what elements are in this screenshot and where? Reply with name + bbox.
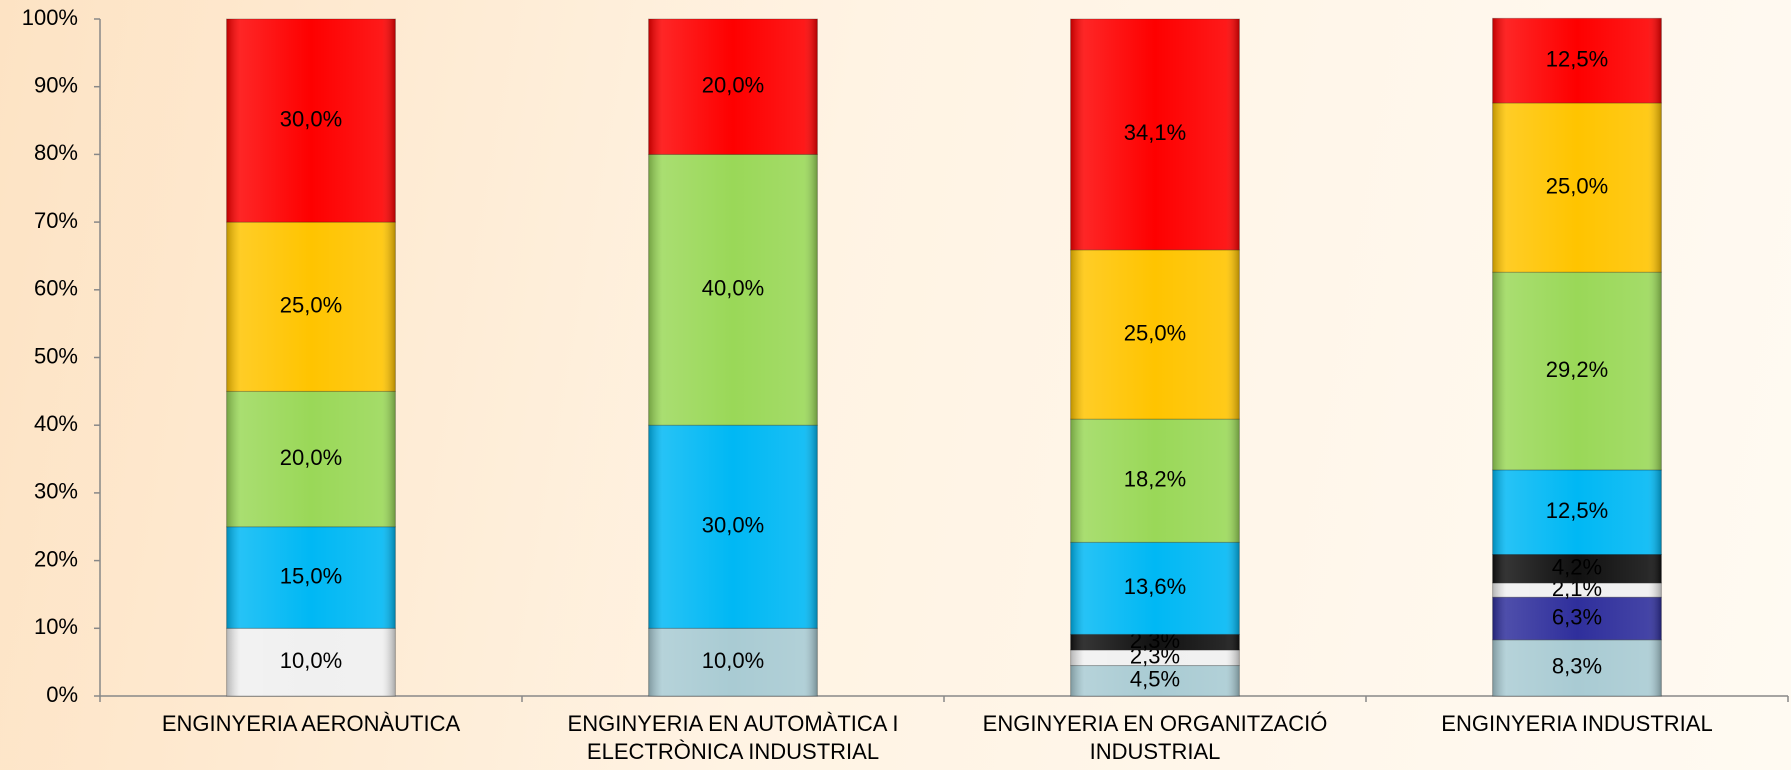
data-label: 40,0% — [702, 276, 764, 301]
bar-shine — [1492, 272, 1662, 470]
x-tick-label: ENGINYERIA INDUSTRIAL — [1441, 711, 1713, 736]
data-label: 13,6% — [1124, 574, 1186, 599]
y-tick-label: 0% — [46, 682, 78, 707]
bar-shine — [648, 19, 818, 155]
data-label: 15,0% — [280, 563, 342, 588]
y-tick-label: 90% — [34, 73, 78, 98]
bar-shine — [226, 628, 396, 696]
x-tick-label: ENGINYERIA EN AUTOMÀTICA I ELECTRÒNICA I… — [567, 711, 899, 764]
bar-shine — [1492, 18, 1662, 103]
bar-shine — [648, 628, 818, 696]
data-label: 8,3% — [1552, 654, 1602, 679]
data-label: 6,3% — [1552, 604, 1602, 629]
y-tick-label: 60% — [34, 276, 78, 301]
bar-shine — [1492, 102, 1662, 273]
x-tick-label: ENGINYERIA AERONÀUTICA — [161, 711, 461, 736]
data-label: 4,5% — [1130, 667, 1180, 692]
data-label: 12,5% — [1546, 498, 1608, 523]
bar-shine — [1070, 634, 1240, 650]
bar-shine — [1492, 582, 1662, 598]
y-tick-label: 40% — [34, 411, 78, 436]
data-label: 10,0% — [280, 648, 342, 673]
data-label: 18,2% — [1124, 467, 1186, 492]
bar-shine — [1492, 469, 1662, 555]
data-label: 4,2% — [1552, 555, 1602, 580]
bar-shine — [1070, 542, 1240, 635]
bar-shine — [648, 154, 818, 426]
bar-shine — [1492, 597, 1662, 640]
data-label: 25,0% — [1124, 320, 1186, 345]
y-tick-label: 100% — [22, 5, 78, 30]
bar-shine — [648, 425, 818, 629]
data-label: 29,2% — [1546, 357, 1608, 382]
bar-shine — [1492, 554, 1662, 583]
bar-shine — [1070, 419, 1240, 543]
data-label: 25,0% — [1546, 173, 1608, 198]
data-label: 20,0% — [280, 445, 342, 470]
bar-shine — [1070, 665, 1240, 696]
bar-shine — [226, 19, 396, 223]
data-label: 30,0% — [280, 106, 342, 131]
y-tick-label: 30% — [34, 479, 78, 504]
bar-shine — [1070, 649, 1240, 666]
bar-shine — [1070, 19, 1240, 250]
y-tick-label: 10% — [34, 614, 78, 639]
data-label: 20,0% — [702, 73, 764, 98]
bar-shine — [226, 391, 396, 527]
x-tick-label: ENGINYERIA EN ORGANITZACIÓ INDUSTRIAL — [982, 711, 1328, 764]
y-tick-label: 50% — [34, 343, 78, 368]
y-tick-label: 70% — [34, 208, 78, 233]
bar-shine — [226, 526, 396, 629]
bar-shine — [226, 222, 396, 392]
bar-shine — [1492, 639, 1662, 696]
data-label: 12,5% — [1546, 46, 1608, 71]
bar-shine — [1070, 249, 1240, 420]
data-label: 25,0% — [280, 293, 342, 318]
data-label: 30,0% — [702, 513, 764, 538]
y-tick-label: 80% — [34, 140, 78, 165]
data-label: 10,0% — [702, 648, 764, 673]
y-tick-label: 20% — [34, 546, 78, 571]
data-label: 34,1% — [1124, 120, 1186, 145]
